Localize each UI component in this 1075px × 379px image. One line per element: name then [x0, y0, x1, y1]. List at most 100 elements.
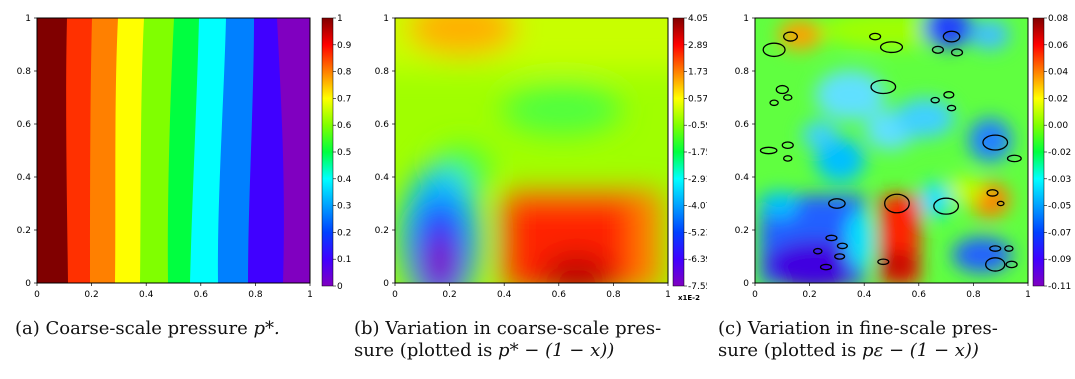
panel-b-colorbar: [672, 17, 685, 287]
y-tick-label: 0.4: [375, 173, 390, 183]
panel-c-colorbar: [1032, 17, 1045, 287]
y-tick-label: 0.6: [375, 120, 390, 130]
panel-c-colorbar-ticks: 0.08 0.06 0.04 0.02 0.00 -0.02 -0.03 -0.05 -0.07…: [1044, 14, 1072, 292]
colorbar-tick-label: 0.9: [337, 41, 352, 51]
x-tick-label: 0.6: [912, 290, 927, 300]
colorbar-tick-label: 0.6: [337, 121, 352, 131]
y-tick-label: 1: [25, 14, 31, 24]
colorbar-tick-label: 0.8: [337, 68, 352, 78]
panel-b-x-ticks: 0 0.2 0.4 0.6 0.8 1: [392, 283, 671, 300]
x-tick-label: 0.6: [552, 290, 567, 300]
inclusion-outline: [950, 48, 964, 57]
x-tick-label: 0: [34, 290, 40, 300]
caption-b-label: (b): [354, 318, 380, 339]
panel-c-x-ticks: 0 0.2 0.4 0.6 0.8 1: [752, 283, 1031, 300]
y-tick-label: 0.8: [375, 67, 390, 77]
colorbar-tick-label: 0.06: [1048, 41, 1068, 51]
y-tick-label: 0.8: [17, 67, 32, 77]
caption-c-label: (c): [718, 318, 743, 339]
colorbar-tick-label: -0.11: [1048, 282, 1071, 292]
x-tick-label: 0.4: [497, 290, 512, 300]
inclusion-outline: [813, 247, 823, 255]
inclusion-outline: [1004, 245, 1014, 252]
caption-a-math: p*.: [253, 318, 280, 339]
y-tick-label: 0.6: [17, 120, 32, 130]
colorbar-tick-label: 0.5: [337, 148, 351, 158]
colorbar-tick-label: 0.7: [337, 94, 351, 104]
colorbar-tick-label: -0.05: [1048, 202, 1071, 212]
colorbar-tick-label: -5.23: [688, 228, 707, 238]
inclusion-outline: [933, 197, 960, 215]
inclusion-outline: [1005, 260, 1018, 269]
inclusion-outline: [828, 198, 846, 209]
colorbar-tick-label: -6.39: [688, 255, 707, 265]
colorbar-tick-label: 1.73: [688, 68, 707, 78]
inclusion-outline: [989, 245, 1002, 252]
inclusion-outline: [775, 84, 789, 95]
colorbar-tick-label: -0.02: [1048, 148, 1071, 158]
colorbar-tick-label: 0.2: [337, 228, 351, 238]
x-tick-label: 0.8: [966, 290, 981, 300]
y-tick-label: 1: [743, 14, 749, 24]
panel-b-field: [395, 18, 668, 283]
colorbar-tick-label: 0.3: [337, 202, 351, 212]
colorbar-tick-label: 0.4: [337, 175, 352, 185]
colorbar-tick-label: -7.55: [688, 282, 707, 292]
inclusion-outline: [836, 242, 848, 250]
y-tick-label: 0.2: [375, 226, 389, 236]
x-tick-label: 1: [1025, 290, 1031, 300]
x-tick-label: 0.6: [194, 290, 209, 300]
inclusion-outline: [884, 193, 910, 214]
x-tick-label: 0: [392, 290, 398, 300]
x-tick-label: 0: [752, 290, 758, 300]
inclusion-outline: [781, 141, 794, 150]
y-tick-label: 0.8: [735, 67, 750, 77]
panel-c-plot: 0 0.2 0.4 0.6 0.8 1 00.20.40.60.81 0.080.060.…: [735, 14, 1072, 300]
x-tick-label: 0.4: [139, 290, 154, 300]
x-tick-label: 1: [307, 290, 313, 300]
panel-c-field: [755, 18, 1028, 283]
inclusion-outline: [946, 104, 957, 112]
inclusion-outline: [982, 134, 1009, 151]
panel-b-colorbar-ticks: 4.05 2.89 1.73 0.57 -0.59 -1.75 -2.91 -4.07 -5.2…: [684, 14, 707, 292]
y-tick-label: 0.2: [17, 226, 31, 236]
panel-b-y-ticks: 0 0.2 0.4 0.6 0.8 1: [375, 14, 395, 289]
inclusion-outline: [762, 42, 786, 58]
panel-a: 0 0.2 0.4 0.6 0.8 1 0 0.2 0.4 0.6 0.8 1 1 0.9 0.8 0.7…: [10, 0, 365, 379]
panel-b-colorbar-unit: x1E-2: [678, 294, 700, 302]
colorbar-tick-label: 0.04: [1048, 68, 1068, 78]
colorbar-tick-label: -4.07: [688, 202, 707, 212]
panel-c-frame: [754, 17, 1029, 284]
inclusion-outline: [877, 258, 890, 266]
inclusion-outline: [942, 30, 961, 43]
x-tick-label: 0.2: [84, 290, 98, 300]
caption-c-math: pε − (1 − x)): [862, 340, 979, 361]
caption-c-line1: Variation in fine-scale pres-: [747, 318, 998, 339]
y-tick-label: 0: [383, 279, 389, 289]
caption-a-label: (a): [15, 318, 40, 339]
caption-a-text: Coarse-scale pressure: [45, 318, 248, 339]
colorbar-tick-label: 0.57: [688, 94, 707, 104]
y-tick-label: 0.4: [17, 173, 32, 183]
colorbar-tick-label: 0.00: [1048, 121, 1068, 131]
y-tick-label: 1: [383, 14, 389, 24]
panel-c-inclusions: [759, 30, 1022, 272]
panel-a-x-ticks: 0 0.2 0.4 0.6 0.8 1: [34, 283, 313, 300]
inclusion-outline: [996, 200, 1005, 207]
colorbar-tick-label: 0.02: [1048, 94, 1068, 104]
colorbar-tick-label: -0.07: [1048, 228, 1071, 238]
inclusion-outline: [986, 189, 999, 197]
colorbar-tick-label: 0.08: [1048, 14, 1068, 24]
panel-c-y-ticks: 0 0.2 0.4 0.6 0.8 1: [735, 14, 755, 289]
caption-c: (c) Variation in fine-scale pres- sure (…: [718, 318, 1073, 362]
panel-c: 0 0.2 0.4 0.6 0.8 1 0 0.2 0.4 0.6 0.8 1 0.08 0.06 0.…: [718, 0, 1075, 379]
x-tick-label: 0.2: [442, 290, 456, 300]
colorbar-tick-label: 0.1: [337, 255, 351, 265]
x-tick-label: 0.8: [606, 290, 621, 300]
colorbar-tick-label: -0.03: [1048, 175, 1071, 185]
y-tick-label: 0: [743, 279, 749, 289]
caption-c-line2: sure (plotted is: [718, 340, 857, 361]
inclusion-outline: [783, 31, 798, 42]
caption-b-line2: sure (plotted is: [354, 340, 493, 361]
x-tick-label: 0.8: [248, 290, 263, 300]
